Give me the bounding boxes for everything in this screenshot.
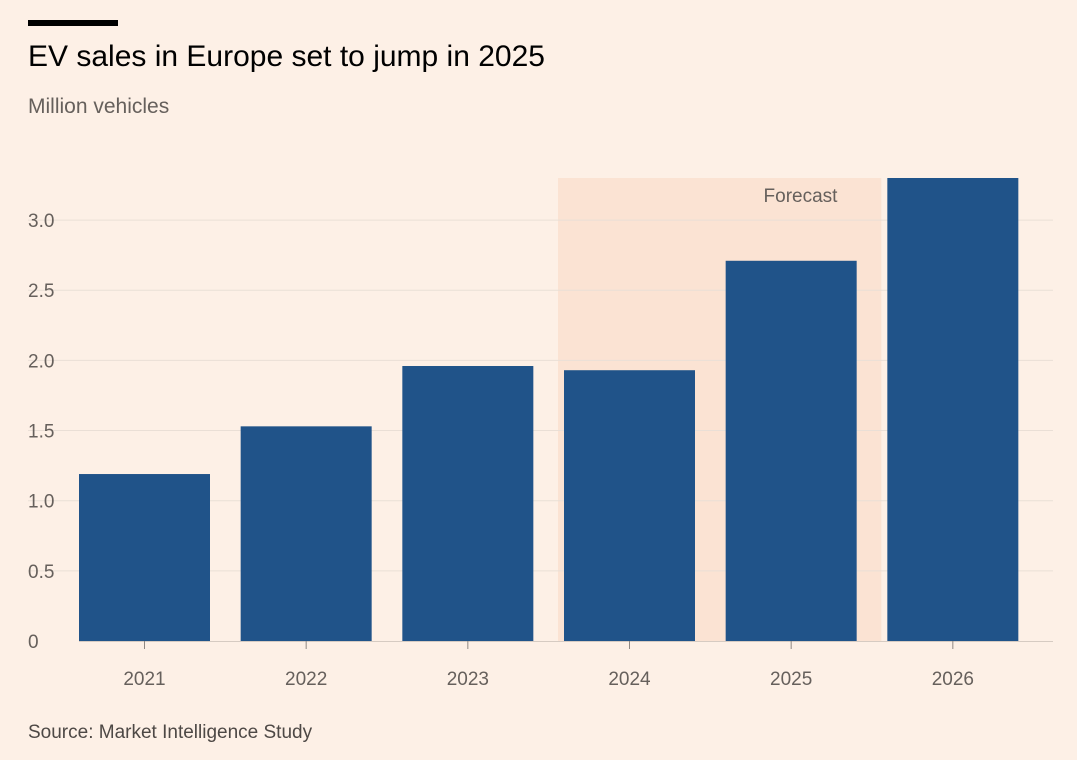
bar xyxy=(725,260,857,641)
forecast-label: Forecast xyxy=(764,186,839,207)
x-tick-label: 2024 xyxy=(608,669,651,690)
axis-layer: 0 0.5 1.0 1.5 2.0 2.5 3.0 2021 2022 2023 2024 2025 2… xyxy=(28,211,1053,690)
x-tick-label: 2025 xyxy=(770,669,812,690)
bar xyxy=(240,426,372,641)
y-tick-label: 0 xyxy=(28,632,39,653)
x-tick-label: 2021 xyxy=(123,669,165,690)
y-tick-label: 2.0 xyxy=(28,351,54,372)
y-tick-label: 3.0 xyxy=(28,211,54,232)
bar xyxy=(887,178,1019,641)
y-tick-label: 0.5 xyxy=(28,562,54,583)
chart-title: EV sales in Europe set to jump in 2025 xyxy=(28,40,545,73)
header-accent-bar xyxy=(28,20,118,26)
bars-layer xyxy=(79,178,1019,641)
chart-subtitle: Million vehicles xyxy=(28,95,170,118)
bar xyxy=(564,370,695,641)
x-tick-label: 2023 xyxy=(447,669,489,690)
bar xyxy=(402,366,534,641)
bar xyxy=(79,474,210,641)
y-tick-label: 1.5 xyxy=(28,422,54,443)
x-tick-label: 2022 xyxy=(285,669,327,690)
y-tick-label: 1.0 xyxy=(28,492,54,513)
source-note: Source: Market Intelligence Study xyxy=(28,722,313,743)
y-tick-label: 2.5 xyxy=(28,281,54,302)
x-tick-label: 2026 xyxy=(932,669,974,690)
